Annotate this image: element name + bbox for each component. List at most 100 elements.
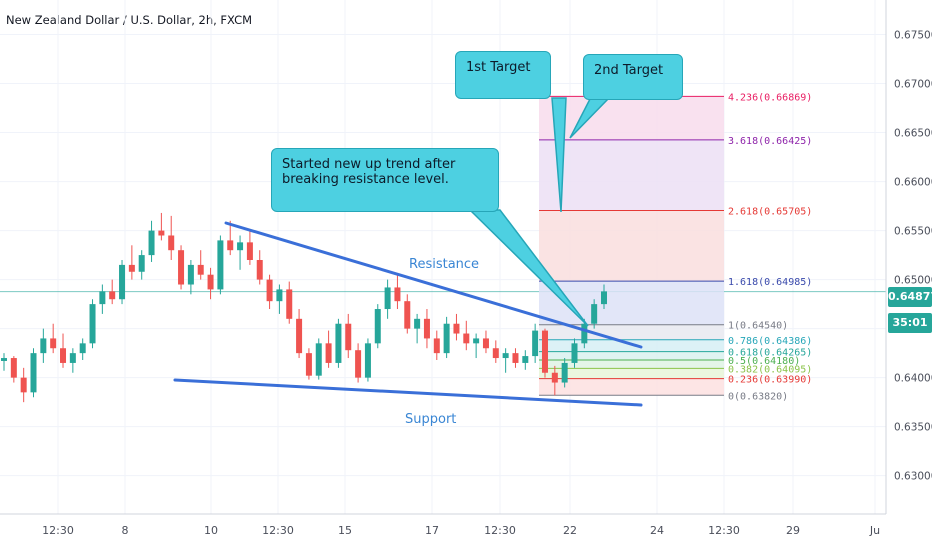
candle-body (463, 333, 470, 344)
callout-pointers (468, 97, 610, 327)
candle-body (551, 372, 558, 383)
fibonacci-extension: 0(0.63820)0.236(0.63990)0.382(0.64095)0.… (539, 92, 812, 402)
fib-zone (539, 360, 724, 369)
time-tick-label: 17 (425, 524, 439, 537)
candle-body (256, 260, 263, 280)
countdown-tag: 35:01 (888, 313, 932, 333)
candle-body (69, 353, 76, 363)
candle-body (502, 353, 509, 359)
candle-body (109, 291, 116, 300)
time-tick-label: 22 (563, 524, 577, 537)
candle-body (325, 343, 332, 363)
candle-body (79, 343, 86, 354)
candle-body (423, 318, 430, 339)
fib-level-label: 0.382(0.64095) (728, 364, 812, 375)
time-tick-label: 12:30 (42, 524, 74, 537)
callout-target2[interactable]: 2nd Target (583, 54, 683, 100)
candle-body (414, 318, 421, 329)
candle-body (168, 235, 175, 251)
time-tick-label: 12:30 (262, 524, 294, 537)
candle-body (433, 338, 440, 354)
support-label: Support (405, 412, 456, 427)
time-tick-label: 15 (338, 524, 352, 537)
candle-body (345, 323, 352, 351)
fib-level-label: 0.236(0.63990) (728, 375, 812, 386)
fib-zone (539, 339, 724, 352)
fib-level-label: 0.786(0.64386) (728, 336, 812, 347)
time-tick-label: 12:30 (484, 524, 516, 537)
time-tick-label: Ju (869, 524, 880, 537)
fib-zone (539, 378, 724, 396)
candle-body (335, 323, 342, 363)
candle-body (197, 264, 204, 275)
candle-body (364, 343, 371, 378)
trendlines (173, 221, 643, 407)
candle-body (60, 348, 67, 363)
candle-body (266, 279, 273, 302)
candle-body (148, 230, 155, 256)
candle-body (158, 230, 165, 236)
candle-body (178, 250, 185, 285)
candle-body (296, 318, 303, 354)
candle-body (482, 338, 489, 349)
resistance-trendline (224, 221, 643, 349)
candlestick-series (1, 212, 607, 403)
fib-level-label: 3.618(0.66425) (728, 136, 812, 147)
candle-body (119, 264, 126, 300)
candle-body (128, 264, 135, 272)
price-tick-label: 0.63000 (894, 471, 932, 483)
time-tick-label: 24 (650, 524, 664, 537)
candle-body (355, 350, 362, 378)
candle-body (20, 377, 27, 393)
fib-level-label: 2.618(0.65705) (728, 206, 812, 217)
candle-body (305, 353, 312, 376)
candle-body (561, 362, 568, 383)
candle-body (217, 240, 224, 290)
fib-level-label: 0.5(0.64180) (728, 356, 800, 367)
support-trendline (173, 378, 643, 407)
fib-zone (539, 351, 724, 360)
chart-title: New Zealand Dollar / U.S. Dollar, 2h, FX… (6, 13, 253, 27)
candle-body (384, 287, 391, 310)
candle-body (276, 289, 283, 302)
fib-level-label: 0(0.63820) (728, 391, 788, 402)
resistance-label: Resistance (409, 257, 479, 272)
fib-level-label: 1(0.64540) (728, 321, 788, 332)
fib-zone (539, 368, 724, 379)
fib-level-label: 4.236(0.66869) (728, 92, 812, 103)
candle-body (581, 323, 588, 344)
candle-body (522, 356, 529, 363)
callout-main[interactable]: Started new up trend after breaking resi… (271, 148, 499, 212)
candle-body (473, 338, 480, 344)
candle-body (315, 343, 322, 376)
time-axis: 12:30 8 10 12:30 15 17 12:30 22 24 12:30 29 Ju (42, 524, 880, 537)
last-price-tag: 0.64877 (888, 287, 932, 307)
candle-body (541, 330, 548, 373)
candle-body (237, 242, 244, 251)
candle-body (187, 264, 194, 285)
fib-zone (539, 139, 724, 211)
candle-body (246, 242, 253, 260)
callout-target1[interactable]: 1st Target (455, 51, 551, 99)
time-tick-label: 12:30 (708, 524, 740, 537)
candle-body (40, 338, 47, 354)
candle-body (286, 289, 293, 319)
candle-body (492, 348, 499, 359)
time-tick-label: 10 (204, 524, 218, 537)
fib-zone (539, 324, 724, 340)
fib-zone (539, 96, 724, 140)
candle-body (512, 353, 519, 363)
candle-body (394, 287, 401, 302)
time-tick-label: 8 (122, 524, 129, 537)
candle-body (1, 358, 7, 361)
fib-level-label: 1.618(0.64985) (728, 277, 812, 288)
time-tick-label: 29 (786, 524, 800, 537)
